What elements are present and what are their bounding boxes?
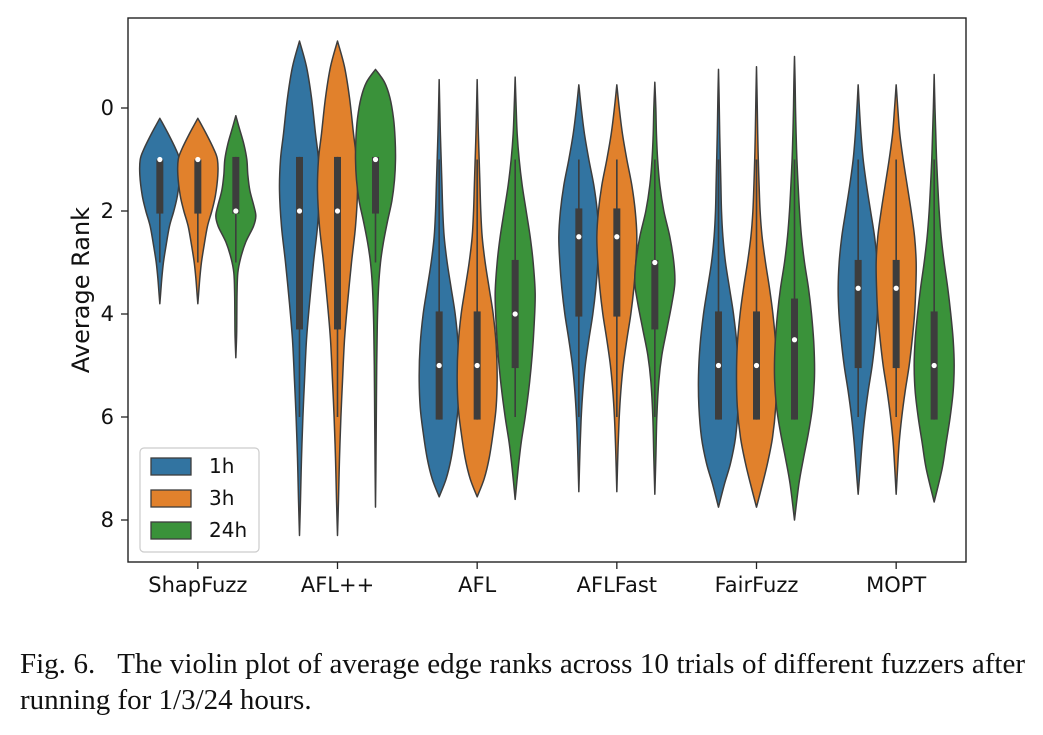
violin-afl-3h bbox=[456, 78, 498, 498]
violin-iqr-box bbox=[334, 156, 341, 330]
y-axis-label: Average Rank bbox=[67, 207, 95, 373]
y-tick-label: 2 bbox=[101, 199, 114, 223]
x-tick-label: MOPT bbox=[866, 573, 926, 597]
y-tick-label: 6 bbox=[101, 405, 114, 429]
x-tick-label: AFL++ bbox=[301, 573, 374, 597]
violin-mopt-3h bbox=[875, 84, 917, 495]
violin-body bbox=[354, 68, 397, 508]
violin-iqr-box bbox=[156, 159, 164, 214]
violin-aflpp-3h bbox=[316, 40, 359, 537]
x-tick-label: ShapFuzz bbox=[148, 573, 247, 597]
violin-aflfast-24h bbox=[633, 81, 676, 495]
figure-caption: Fig. 6. The violin plot of average edge r… bbox=[20, 646, 1025, 718]
violin-iqr-box bbox=[613, 208, 621, 317]
caption-text: The violin plot of average edge ranks ac… bbox=[20, 648, 1025, 716]
y-tick-label: 8 bbox=[101, 508, 114, 532]
violin-median bbox=[512, 311, 518, 317]
violin-median bbox=[576, 234, 582, 240]
legend-label-1h: 1h bbox=[209, 454, 234, 478]
violin-median bbox=[893, 285, 899, 291]
violin-aflfast-1h bbox=[558, 84, 600, 493]
legend: 1h 3h 24h bbox=[139, 447, 260, 553]
x-tick-label: AFLFast bbox=[577, 573, 657, 597]
legend-label-3h: 3h bbox=[209, 486, 234, 510]
violin-iqr-box bbox=[194, 159, 202, 214]
violin-fairfuzz-24h bbox=[773, 55, 816, 521]
violin-chart: 0 2 4 6 8 Average Rank ShapFuzz AFL++ AFL AFLFast… bbox=[67, 17, 967, 597]
violin-afl-24h bbox=[494, 76, 536, 501]
violin-aflpp-1h bbox=[278, 40, 321, 537]
legend-swatch-24h bbox=[150, 521, 192, 540]
violin-median bbox=[157, 156, 163, 163]
violin-median bbox=[931, 362, 937, 369]
violin-median bbox=[436, 362, 442, 369]
violin-iqr-box bbox=[651, 259, 659, 330]
violin-median bbox=[652, 259, 658, 266]
violin-mopt-24h bbox=[913, 73, 955, 503]
violin-iqr-box bbox=[232, 156, 240, 214]
violin-median bbox=[614, 234, 620, 240]
violin-median bbox=[296, 208, 303, 214]
violin-median bbox=[195, 156, 201, 163]
violin-iqr-box bbox=[854, 259, 862, 369]
violin-iqr-box bbox=[372, 156, 379, 214]
violin-median bbox=[233, 208, 239, 214]
violin-median bbox=[334, 208, 341, 214]
figure-number: Fig. 6. bbox=[20, 648, 96, 680]
violin-iqr-box bbox=[791, 298, 798, 420]
violin-median bbox=[791, 337, 798, 343]
violin-median bbox=[372, 156, 379, 163]
violin-aflpp-24h bbox=[354, 68, 397, 508]
legend-swatch-3h bbox=[150, 489, 192, 508]
violin-iqr-box bbox=[892, 259, 900, 369]
violin-iqr-box bbox=[296, 156, 303, 330]
y-tick-label: 4 bbox=[101, 302, 114, 326]
plot-frame bbox=[127, 17, 967, 563]
y-tick-label: 0 bbox=[101, 96, 114, 120]
violin-mopt-1h bbox=[837, 84, 879, 495]
violin-fairfuzz-1h bbox=[697, 68, 740, 508]
violin-median bbox=[855, 285, 861, 291]
violin-median bbox=[753, 362, 760, 369]
x-tick-label: AFL bbox=[458, 573, 496, 597]
violin-shapfuzz-1h bbox=[138, 117, 181, 305]
violin-afl-1h bbox=[418, 78, 460, 498]
violin-shapfuzz-3h bbox=[176, 117, 219, 305]
violin-iqr-box bbox=[575, 208, 583, 317]
violin-fairfuzz-3h bbox=[735, 66, 778, 508]
legend-label-24h: 24h bbox=[209, 518, 247, 542]
violin-shapfuzz-24h bbox=[215, 114, 257, 359]
violin-median bbox=[715, 362, 722, 369]
violin-median bbox=[474, 362, 480, 369]
x-tick-label: FairFuzz bbox=[715, 573, 799, 597]
legend-swatch-1h bbox=[150, 457, 192, 476]
violin-aflfast-3h bbox=[596, 84, 638, 493]
